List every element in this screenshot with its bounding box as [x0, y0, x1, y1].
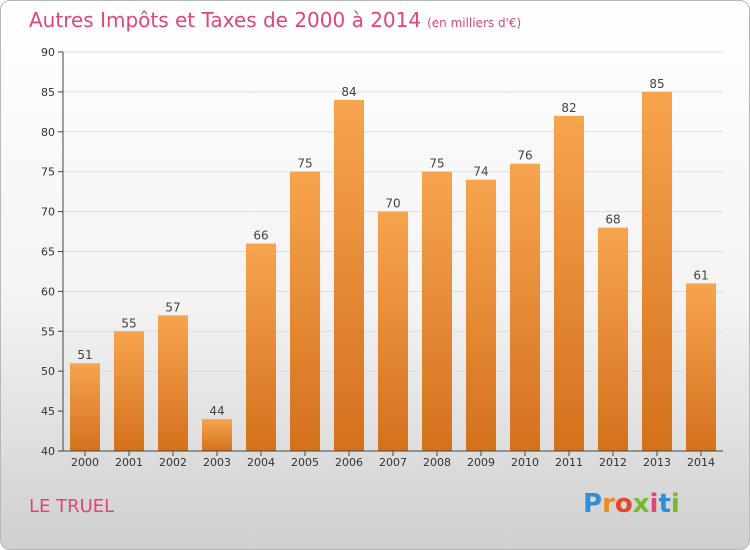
commune-name: LE TRUEL: [29, 496, 115, 517]
chart-title: Autres Impôts et Taxes de 2000 à 2014 (en…: [29, 8, 521, 32]
bar: [510, 163, 540, 451]
bar-chart: 40 45 50 55 60 65 70 75 80 85 90 2000 2001 2002 2003 20…: [41, 46, 723, 469]
bar: [466, 179, 496, 451]
bar-value-label: 75: [429, 157, 444, 171]
y-tick-label: 80: [41, 126, 55, 139]
bar: [642, 91, 672, 452]
x-tick-label: 2007: [379, 456, 407, 469]
bar-value-label: 85: [649, 77, 664, 91]
bar-value-label: 75: [297, 157, 312, 171]
logo-letter: o: [614, 489, 633, 519]
bar-value-label: 82: [561, 101, 576, 115]
logo-letter: r: [602, 489, 615, 519]
chart-title-unit: (en milliers d'€): [427, 16, 522, 30]
bar-value-label: 57: [165, 300, 180, 314]
bar: [334, 99, 364, 451]
x-tick-label: 2003: [203, 456, 231, 469]
y-tick-label: 65: [41, 246, 55, 259]
bar-value-label: 66: [253, 229, 268, 243]
bar-value-label: 51: [77, 348, 92, 362]
x-tick-label: 2013: [643, 456, 671, 469]
bar-value-label: 44: [209, 404, 224, 418]
bar-value-label: 61: [693, 268, 708, 282]
logo-letter: i: [649, 489, 659, 519]
y-tick-label: 50: [41, 365, 55, 378]
x-tick-label: 2005: [291, 456, 319, 469]
bar: [422, 171, 452, 451]
bar: [114, 331, 144, 451]
y-tick-label: 85: [41, 86, 55, 99]
bar-value-label: 76: [517, 149, 532, 163]
y-tick-label: 70: [41, 206, 55, 219]
bar: [554, 115, 584, 451]
chart-title-text: Autres Impôts et Taxes de 2000 à 2014: [29, 8, 422, 32]
x-tick-label: 2004: [247, 456, 275, 469]
logo-letter: t: [658, 489, 671, 519]
bar: [378, 211, 408, 451]
x-tick-label: 2000: [71, 456, 99, 469]
y-tick-label: 90: [41, 46, 55, 59]
x-tick-label: 2009: [467, 456, 495, 469]
bar-value-label: 55: [121, 316, 136, 330]
x-tick-label: 2010: [511, 456, 539, 469]
bar-value-label: 74: [473, 165, 488, 179]
x-tick-label: 2012: [599, 456, 627, 469]
bar-value-label: 68: [605, 213, 620, 227]
logo-letter: i: [670, 489, 680, 519]
y-tick-label: 60: [41, 285, 55, 298]
x-tick-label: 2006: [335, 456, 363, 469]
x-tick-label: 2011: [555, 456, 583, 469]
bar-value-label: 84: [341, 85, 356, 99]
y-tick-label: 45: [41, 405, 55, 418]
x-tick-label: 2014: [687, 456, 715, 469]
axis-layer: 40 45 50 55 60 65 70 75 80 85 90 2000 2001 2002 2003 20…: [41, 46, 723, 469]
y-tick-label: 75: [41, 166, 55, 179]
y-tick-label: 40: [41, 445, 55, 458]
bar-value-label: 70: [385, 197, 400, 211]
x-tick-label: 2008: [423, 456, 451, 469]
bar: [202, 419, 232, 451]
bar: [70, 363, 100, 451]
bar: [158, 315, 188, 451]
proxiti-logo: Proxiti: [583, 489, 680, 519]
bar: [598, 227, 628, 451]
logo-letter: P: [583, 489, 603, 519]
bar: [246, 243, 276, 451]
bar-layer: [70, 91, 716, 452]
logo-letter: x: [632, 489, 650, 519]
y-tick-label: 55: [41, 325, 55, 338]
label-layer: 51 55 57 44 66 75 84 70 75 74 76 82 68 85 61: [77, 77, 708, 418]
x-tick-label: 2002: [159, 456, 187, 469]
x-tick-label: 2001: [115, 456, 143, 469]
bar: [686, 283, 716, 451]
bar: [290, 171, 320, 451]
